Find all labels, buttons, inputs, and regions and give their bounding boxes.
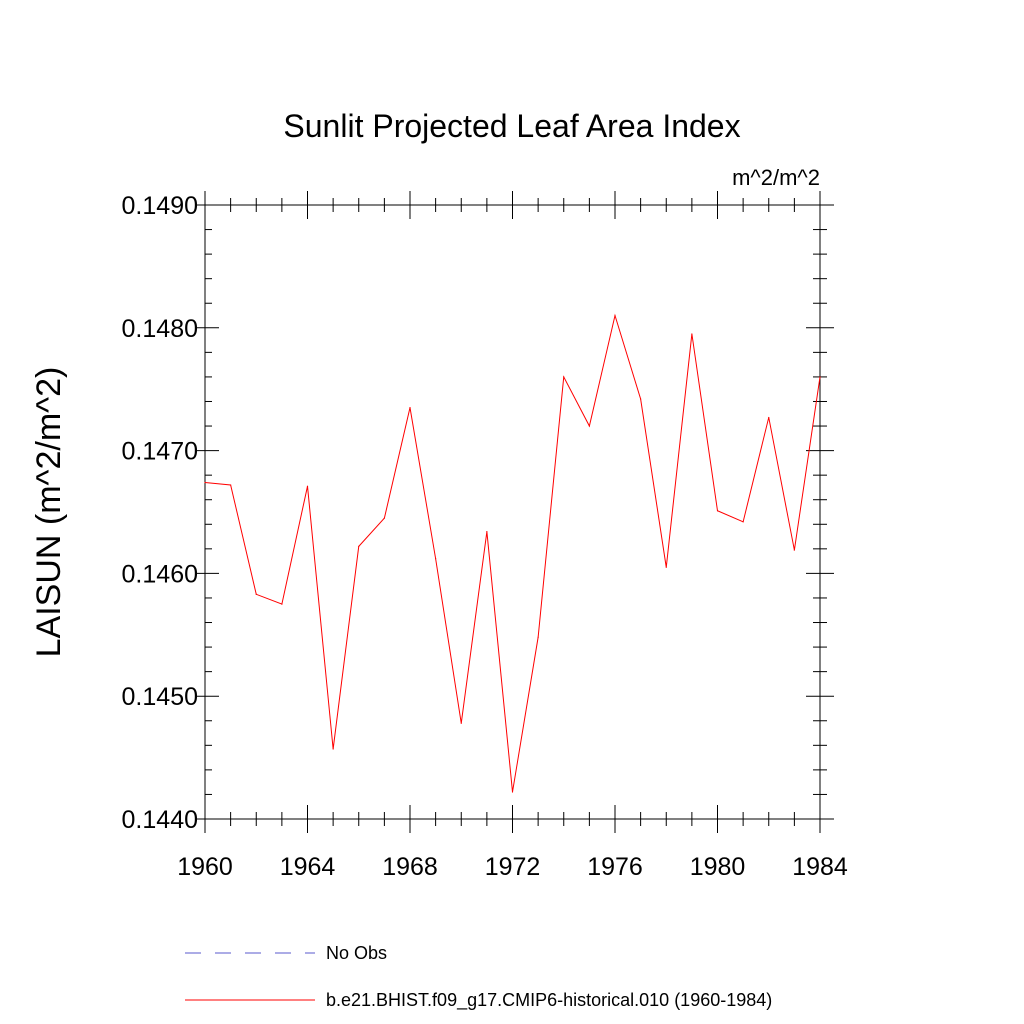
data-point <box>691 333 693 335</box>
x-tick-label: 1972 <box>485 853 541 881</box>
y-tick-label: 0.1450 <box>122 683 198 711</box>
y-axis-label: LAISUN (m^2/m^2) <box>30 367 68 658</box>
legend-label: No Obs <box>326 943 387 963</box>
data-point <box>511 791 514 793</box>
y-tick-label: 0.1480 <box>122 315 198 343</box>
series-line <box>204 313 821 793</box>
axis-ticks <box>195 191 834 833</box>
data-point <box>614 314 616 317</box>
data-point <box>281 603 283 605</box>
data-point <box>537 636 539 638</box>
data-point <box>460 722 462 724</box>
x-tick-label: 1980 <box>690 853 746 881</box>
x-tick-label: 1960 <box>177 853 233 881</box>
x-tick-label: 1968 <box>382 853 438 881</box>
plot-frame <box>204 204 821 820</box>
data-point <box>306 485 309 487</box>
data-point <box>358 545 360 547</box>
y-tick-label: 0.1440 <box>122 806 198 834</box>
data-point <box>665 566 667 568</box>
legend: No Obs b.e21.BHIST.f09_g17.CMIP6-historic… <box>185 943 772 1011</box>
data-point <box>332 748 334 750</box>
chart-title: Sunlit Projected Leaf Area Index <box>283 108 740 144</box>
data-point <box>435 558 437 560</box>
legend-label: b.e21.BHIST.f09_g17.CMIP6-historical.010… <box>326 990 772 1011</box>
y-tick-label: 0.1490 <box>122 192 198 220</box>
data-point <box>383 517 385 519</box>
data-point <box>230 484 232 486</box>
data-point <box>255 593 257 595</box>
data-point <box>768 416 770 419</box>
y-tick-label: 0.1460 <box>122 560 198 588</box>
units-label: m^2/m^2 <box>732 165 820 190</box>
x-tick-label: 1984 <box>792 853 848 881</box>
data-point <box>716 510 719 512</box>
series-layer <box>204 313 821 793</box>
data-point <box>742 521 744 523</box>
data-point <box>204 481 206 484</box>
x-tick-label: 1976 <box>587 853 643 881</box>
x-tick-label: 1964 <box>280 853 336 881</box>
data-point <box>588 425 590 427</box>
y-tick-label: 0.1470 <box>122 438 198 466</box>
data-point <box>640 398 642 400</box>
data-point <box>563 376 565 378</box>
data-point <box>819 376 821 378</box>
data-point <box>793 549 795 551</box>
tick-labels: 0.1440 0.1450 0.1460 0.1470 0.1480 0.1490 1960… <box>122 192 848 881</box>
data-point <box>409 407 411 409</box>
data-point <box>486 531 488 533</box>
